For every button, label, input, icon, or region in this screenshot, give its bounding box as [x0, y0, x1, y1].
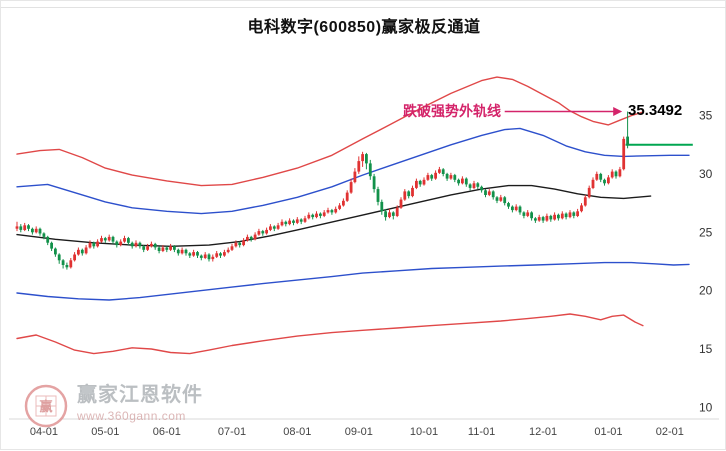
svg-text:赢: 赢	[39, 399, 52, 414]
svg-text:11-01: 11-01	[468, 426, 495, 438]
svg-text:25: 25	[699, 225, 713, 239]
x-axis-labels: 04-01 05-01 06-01 07-01 08-01 09-01 10-01 11-01…	[30, 426, 684, 438]
candles	[15, 111, 629, 270]
svg-text:02-01: 02-01	[656, 426, 684, 438]
watermark-url-text: www.360gann.com	[77, 409, 186, 423]
svg-text:12-01: 12-01	[529, 426, 557, 438]
upper-outer-band-line	[16, 76, 644, 187]
svg-text:30: 30	[699, 167, 713, 181]
lower-inner-band-line	[16, 261, 690, 301]
svg-text:15: 15	[699, 342, 713, 356]
winner-gann-logo-icon: 赢	[24, 384, 68, 428]
svg-text:10-01: 10-01	[410, 426, 438, 438]
svg-text:01-01: 01-01	[594, 426, 622, 438]
svg-text:10: 10	[699, 400, 713, 414]
svg-text:35: 35	[699, 109, 713, 123]
svg-text:06-01: 06-01	[153, 426, 181, 438]
breakdown-annotation-label: 跌破强势外轨线	[403, 103, 501, 119]
watermark-brand-text: 赢家江恩软件	[77, 384, 203, 406]
svg-text:05-01: 05-01	[91, 426, 119, 438]
svg-text:04-01: 04-01	[30, 426, 58, 438]
svg-text:09-01: 09-01	[345, 426, 373, 438]
annotation-arrowhead	[613, 107, 623, 116]
lower-outer-band-line	[16, 313, 644, 355]
outer-line-price-label: 35.3492	[628, 102, 683, 119]
y-axis-labels: 35 30 25 20 15 10	[699, 109, 713, 415]
svg-text:08-01: 08-01	[283, 426, 311, 438]
top-divider	[1, 7, 726, 8]
svg-text:07-01: 07-01	[218, 426, 246, 438]
svg-text:20: 20	[699, 284, 713, 298]
upper-inner-band-line	[16, 127, 690, 215]
watermark: 赢 赢家江恩软件 www.360gann.com	[23, 383, 203, 429]
chart-title: 电科数字(600850)赢家极反通道	[247, 19, 481, 36]
